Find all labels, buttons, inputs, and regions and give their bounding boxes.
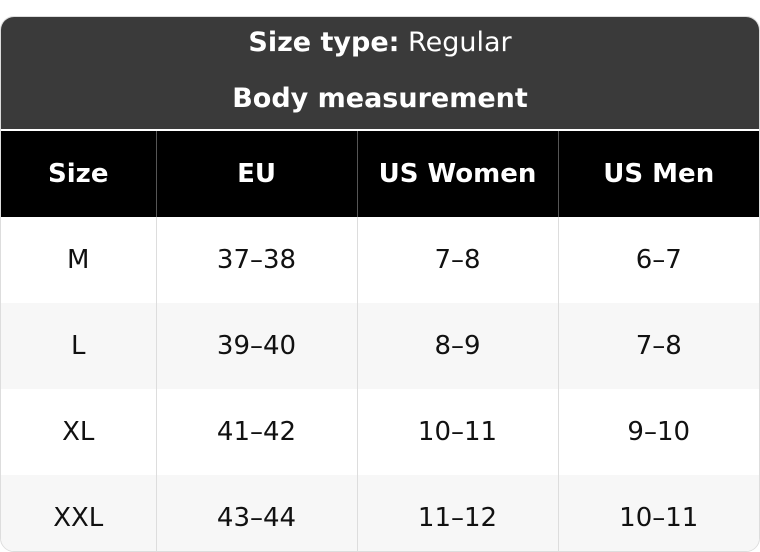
table-row: M 37–38 7–8 6–7 (1, 217, 759, 303)
size-table: Size EU US Women US Men M 37–38 7–8 6–7 L 39–40 8… (1, 131, 759, 551)
column-header: US Men (557, 131, 759, 217)
table-cell: 11–12 (356, 475, 558, 551)
size-card: Size type: Regular Body measurement Size… (0, 16, 760, 552)
table-cell: 37–38 (155, 217, 357, 303)
table-cell: 39–40 (155, 303, 357, 389)
table-cell: XL (62, 417, 95, 447)
size-type-label: Size type: (248, 27, 400, 58)
column-header: Size (1, 131, 156, 217)
table-cell: 9–10 (557, 389, 759, 475)
table-cell: 10–11 (356, 389, 558, 475)
table-cell: L (1, 303, 156, 389)
header-row: Size EU US Women US Men (1, 131, 759, 217)
table-cell: 7–8 (356, 217, 558, 303)
table-cell: M (67, 245, 90, 275)
table-cell: 10–11 (557, 475, 759, 551)
table-row: XXL 43–44 11–12 10–11 (1, 475, 759, 551)
table-row: L 39–40 8–9 7–8 (1, 303, 759, 389)
size-type-value: Regular (408, 27, 512, 58)
table-cell: 7–8 (557, 303, 759, 389)
column-header: US Women (356, 131, 558, 217)
table-body: M 37–38 7–8 6–7 L 39–40 8–9 7–8 XL 41–42 10–11 9–10… (1, 217, 759, 551)
table-cell: 6–7 (557, 217, 759, 303)
table-cell: XXL (1, 475, 156, 551)
table-cell: 41–42 (155, 389, 357, 475)
table-row: XL 41–42 10–11 9–10 (1, 389, 759, 475)
subtitle: Body measurement (232, 83, 528, 114)
table-cell: 8–9 (356, 303, 558, 389)
table-cell: 43–44 (155, 475, 357, 551)
size-type: Size type: Regular (1, 27, 759, 58)
card-header: Size type: Regular Body measurement (1, 17, 759, 129)
column-header: EU (155, 131, 357, 217)
